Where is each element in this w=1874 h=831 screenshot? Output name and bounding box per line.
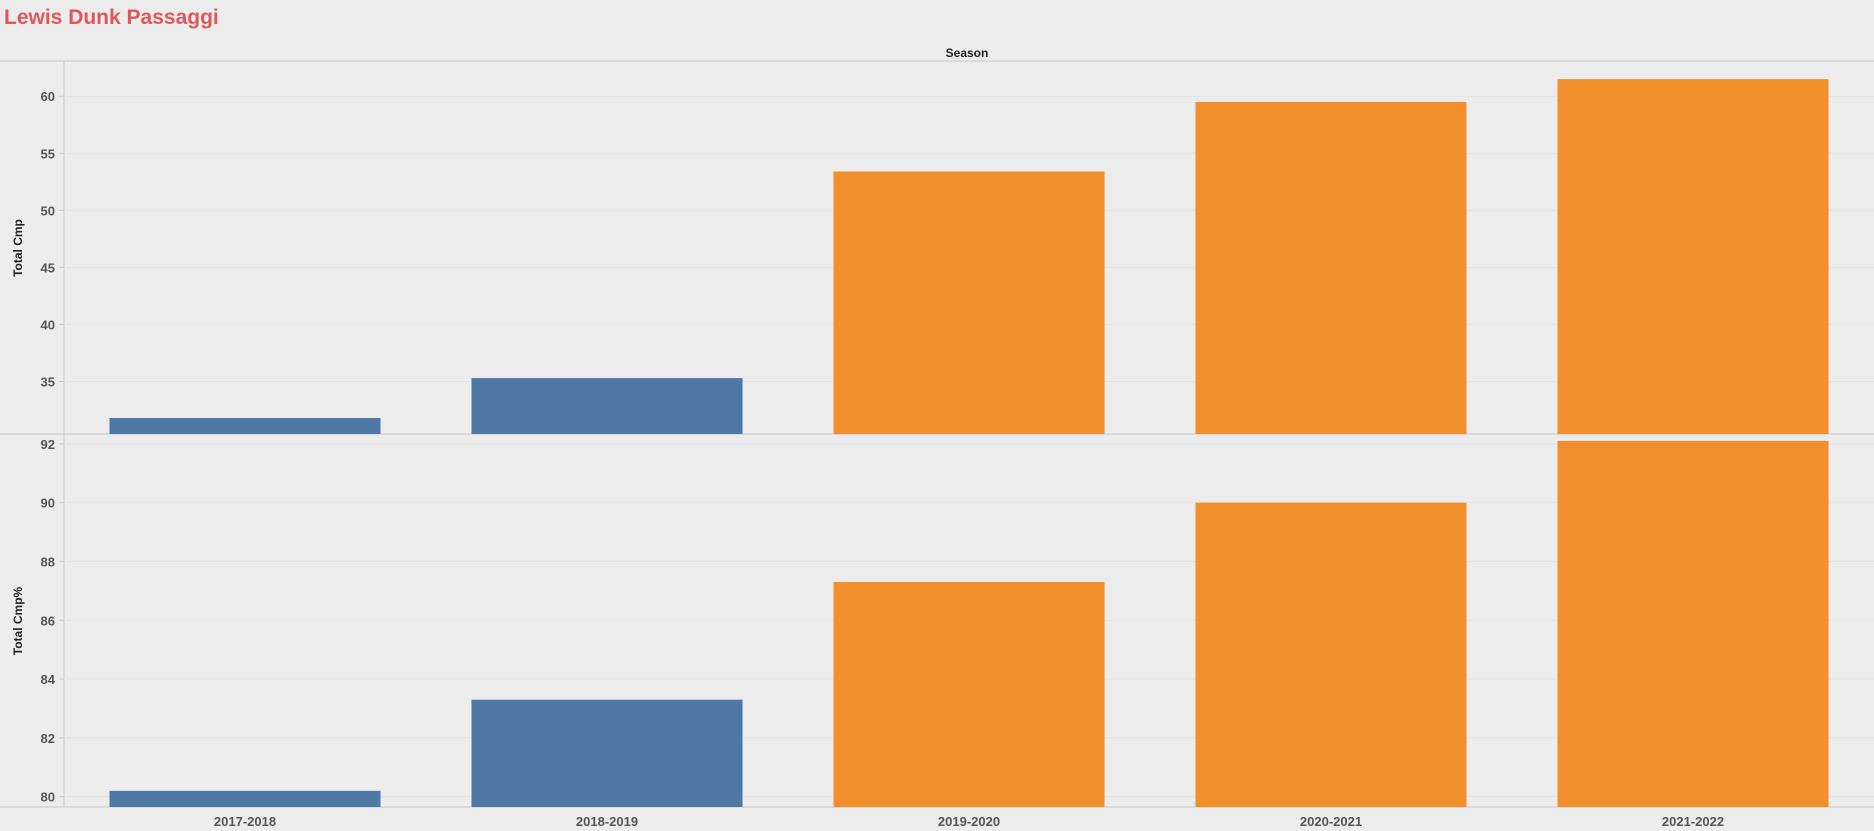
- y-tick-label: 88: [41, 554, 55, 569]
- y-tick-label: 92: [41, 437, 55, 452]
- y-tick-label: 84: [41, 672, 56, 687]
- column-header: Season: [946, 46, 989, 60]
- bar-2017-2018-panel-1: [109, 418, 381, 434]
- y-axis-title: Total Cmp%: [11, 586, 25, 655]
- x-tick-label: 2019-2020: [938, 814, 1000, 829]
- bar-2021-2022-panel-2: [1557, 440, 1829, 807]
- bar-2017-2018-panel-2: [109, 790, 381, 807]
- y-axis-title: Total Cmp: [11, 219, 25, 277]
- y-tick-label: 45: [41, 260, 55, 275]
- y-tick-label: 35: [41, 375, 55, 390]
- y-tick-label: 82: [41, 731, 55, 746]
- bar-2021-2022-panel-1: [1557, 79, 1829, 434]
- x-tick-label: 2021-2022: [1662, 814, 1724, 829]
- bar-2018-2019-panel-2: [471, 699, 743, 807]
- y-tick-label: 55: [41, 146, 55, 161]
- y-tick-label: 50: [41, 203, 55, 218]
- bar-2018-2019-panel-1: [471, 378, 743, 434]
- y-tick-label: 90: [41, 496, 55, 511]
- bar-2020-2021-panel-2: [1195, 502, 1467, 807]
- x-tick-label: 2018-2019: [576, 814, 638, 829]
- bar-2019-2020-panel-1: [833, 171, 1105, 434]
- bar-2020-2021-panel-1: [1195, 101, 1467, 434]
- y-tick-label: 40: [41, 317, 55, 332]
- y-tick-label: 80: [41, 790, 55, 805]
- y-tick-label: 60: [41, 89, 55, 104]
- chart-title: Lewis Dunk Passaggi: [4, 6, 219, 29]
- bar-2019-2020-panel-2: [833, 582, 1105, 807]
- x-tick-label: 2017-2018: [214, 814, 276, 829]
- x-tick-label: 2020-2021: [1300, 814, 1362, 829]
- y-tick-label: 86: [41, 613, 55, 628]
